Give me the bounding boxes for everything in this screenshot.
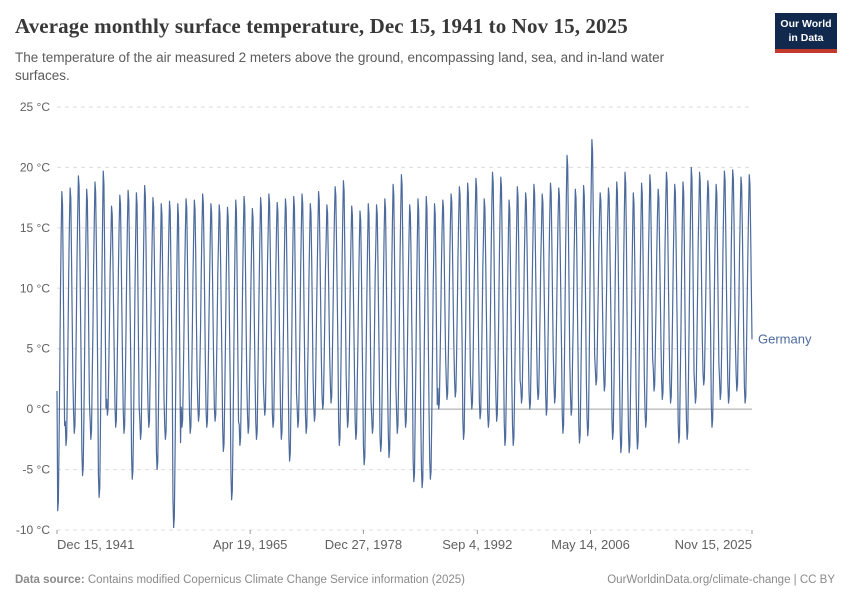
chart-title: Average monthly surface temperature, Dec… [15, 14, 628, 38]
owid-logo-line1: Our World [780, 18, 832, 30]
owid-url-license[interactable]: OurWorldinData.org/climate-change | CC B… [607, 574, 835, 586]
x-tick-label: Apr 19, 1965 [213, 537, 287, 552]
y-tick-label: 20 °C [20, 160, 50, 174]
data-source-label: Data source: [15, 574, 85, 586]
y-tick-label: -10 °C [16, 523, 50, 537]
temperature-line-germany [56, 139, 753, 529]
y-tick-label: 5 °C [27, 342, 51, 356]
chart-subtitle: The temperature of the air measured 2 me… [15, 50, 665, 83]
chart-area[interactable]: 25 °C 20 °C 15 °C 10 °C 5 °C 0 °C -5 °C -10 °C D… [0, 95, 850, 565]
chart-footer: Data source: Contains modified Copernicu… [15, 574, 835, 586]
y-tick-label: 0 °C [27, 402, 51, 416]
x-tick-label: May 14, 2006 [551, 537, 630, 552]
x-tick-label: Sep 4, 1992 [442, 537, 512, 552]
y-tick-label: 25 °C [20, 100, 50, 114]
y-tick-label: -5 °C [23, 463, 51, 477]
x-tick-label: Dec 27, 1978 [325, 537, 402, 552]
x-tick-label: Nov 15, 2025 [675, 537, 752, 552]
data-source-note: Data source: Contains modified Copernicu… [15, 574, 465, 586]
owid-logo-line2: in Data [788, 31, 824, 44]
data-source-text: Contains modified Copernicus Climate Cha… [84, 574, 465, 586]
series-label-germany: Germany [758, 331, 812, 346]
x-tick-label: Dec 15, 1941 [57, 537, 134, 552]
owid-logo[interactable]: Our World in Data [775, 13, 837, 54]
y-tick-label: 15 °C [20, 221, 50, 235]
y-tick-label: 10 °C [20, 281, 50, 295]
temperature-chart[interactable]: 25 °C 20 °C 15 °C 10 °C 5 °C 0 °C -5 °C -10 °C D… [0, 95, 850, 565]
